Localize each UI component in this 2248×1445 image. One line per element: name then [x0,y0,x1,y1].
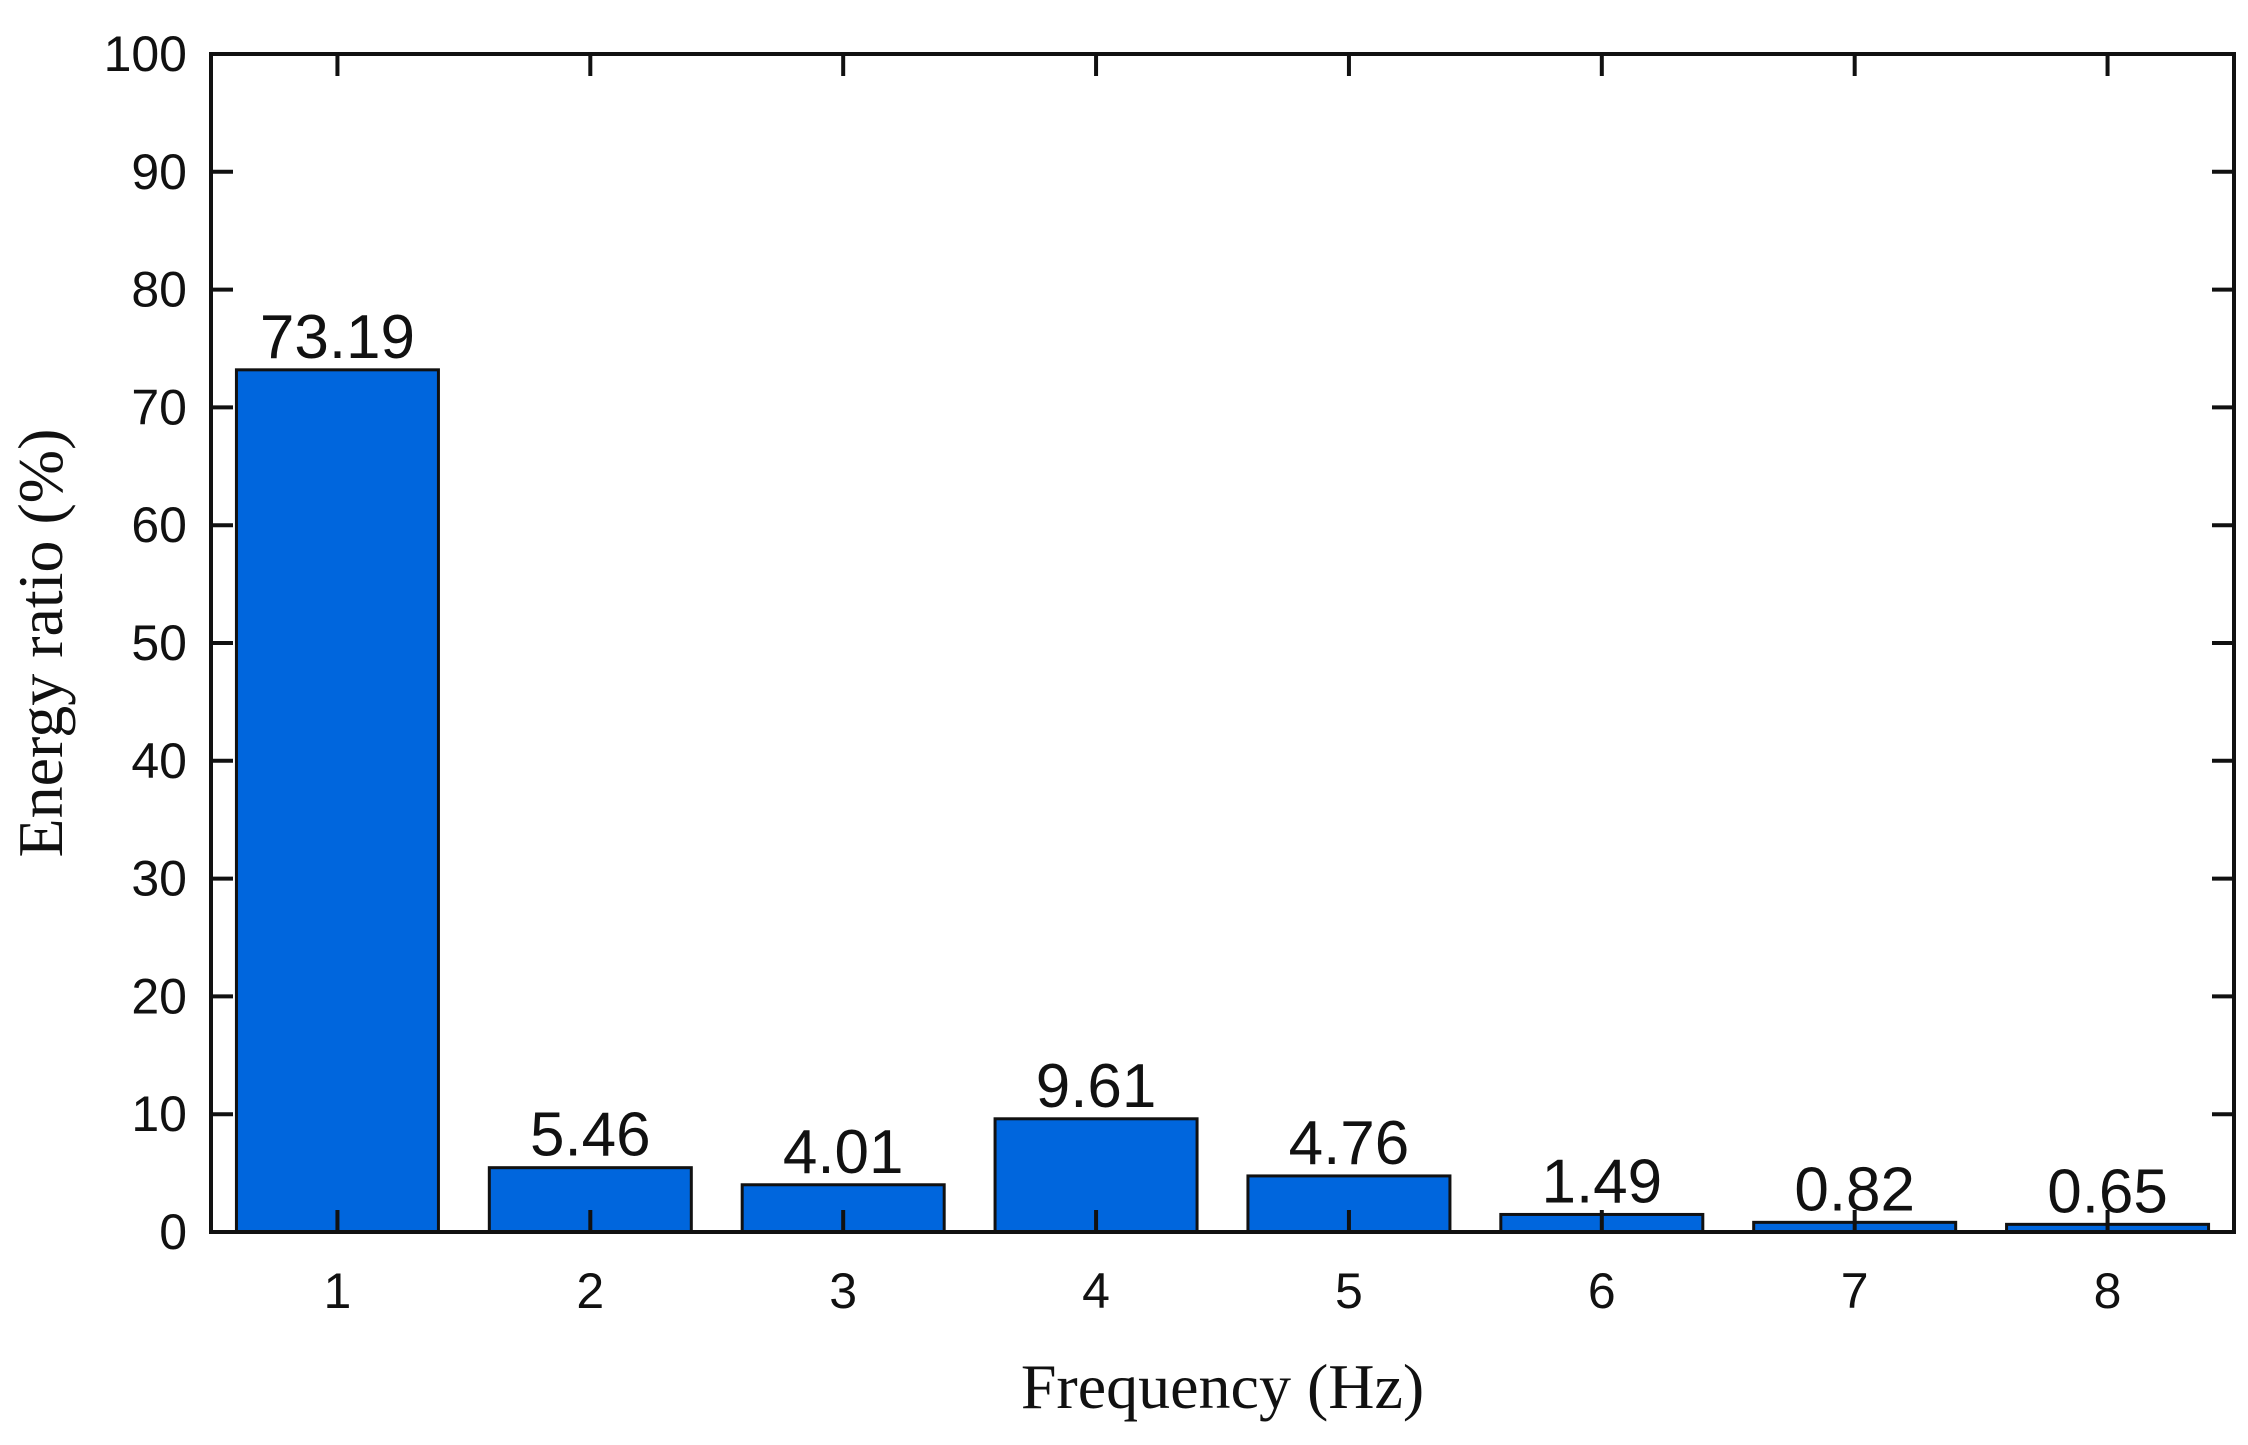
x-tick-label: 2 [576,1263,604,1319]
bar-1 [234,368,440,1234]
labels-layer: 0 10 20 30 40 50 60 70 80 90 100 1 73.19 2 5.46 3 4.01 4 9… [104,26,2168,1319]
y-tick-label: 0 [159,1204,187,1260]
x-tick-label: 7 [1841,1263,1869,1319]
plot-frame [209,52,2236,1234]
x-tick-label: 6 [1588,1263,1616,1319]
y-axis-title: Energy ratio (%) [5,429,76,858]
bars-layer [234,368,2211,1234]
y-tick-label: 20 [131,968,187,1024]
x-tick-label: 1 [324,1263,352,1319]
data-label-1: 73.19 [260,303,415,372]
data-label-6: 1.49 [1541,1147,1662,1216]
x-tick-label: 4 [1082,1263,1110,1319]
data-label-2: 5.46 [530,1101,651,1170]
y-tick-label: 90 [131,144,187,200]
data-label-7: 0.82 [1794,1155,1915,1224]
y-tick-label: 70 [131,379,187,435]
y-tick-label: 60 [131,497,187,553]
y-tick-label: 10 [131,1086,187,1142]
data-label-4: 9.61 [1036,1052,1157,1121]
y-tick-label: 30 [131,851,187,907]
y-tick-label: 40 [131,733,187,789]
data-label-8: 0.65 [2047,1157,2168,1226]
x-axis-title: Frequency (Hz) [1021,1351,1424,1422]
data-label-5: 4.76 [1289,1109,1410,1178]
y-tick-label: 80 [131,262,187,318]
x-tick-label: 8 [2094,1263,2122,1319]
ticks-layer [211,52,2234,1234]
x-tick-label: 3 [829,1263,857,1319]
y-tick-label: 50 [131,615,187,671]
y-tick-label: 100 [104,26,187,82]
data-label-3: 4.01 [783,1118,904,1187]
x-tick-label: 5 [1335,1263,1363,1319]
